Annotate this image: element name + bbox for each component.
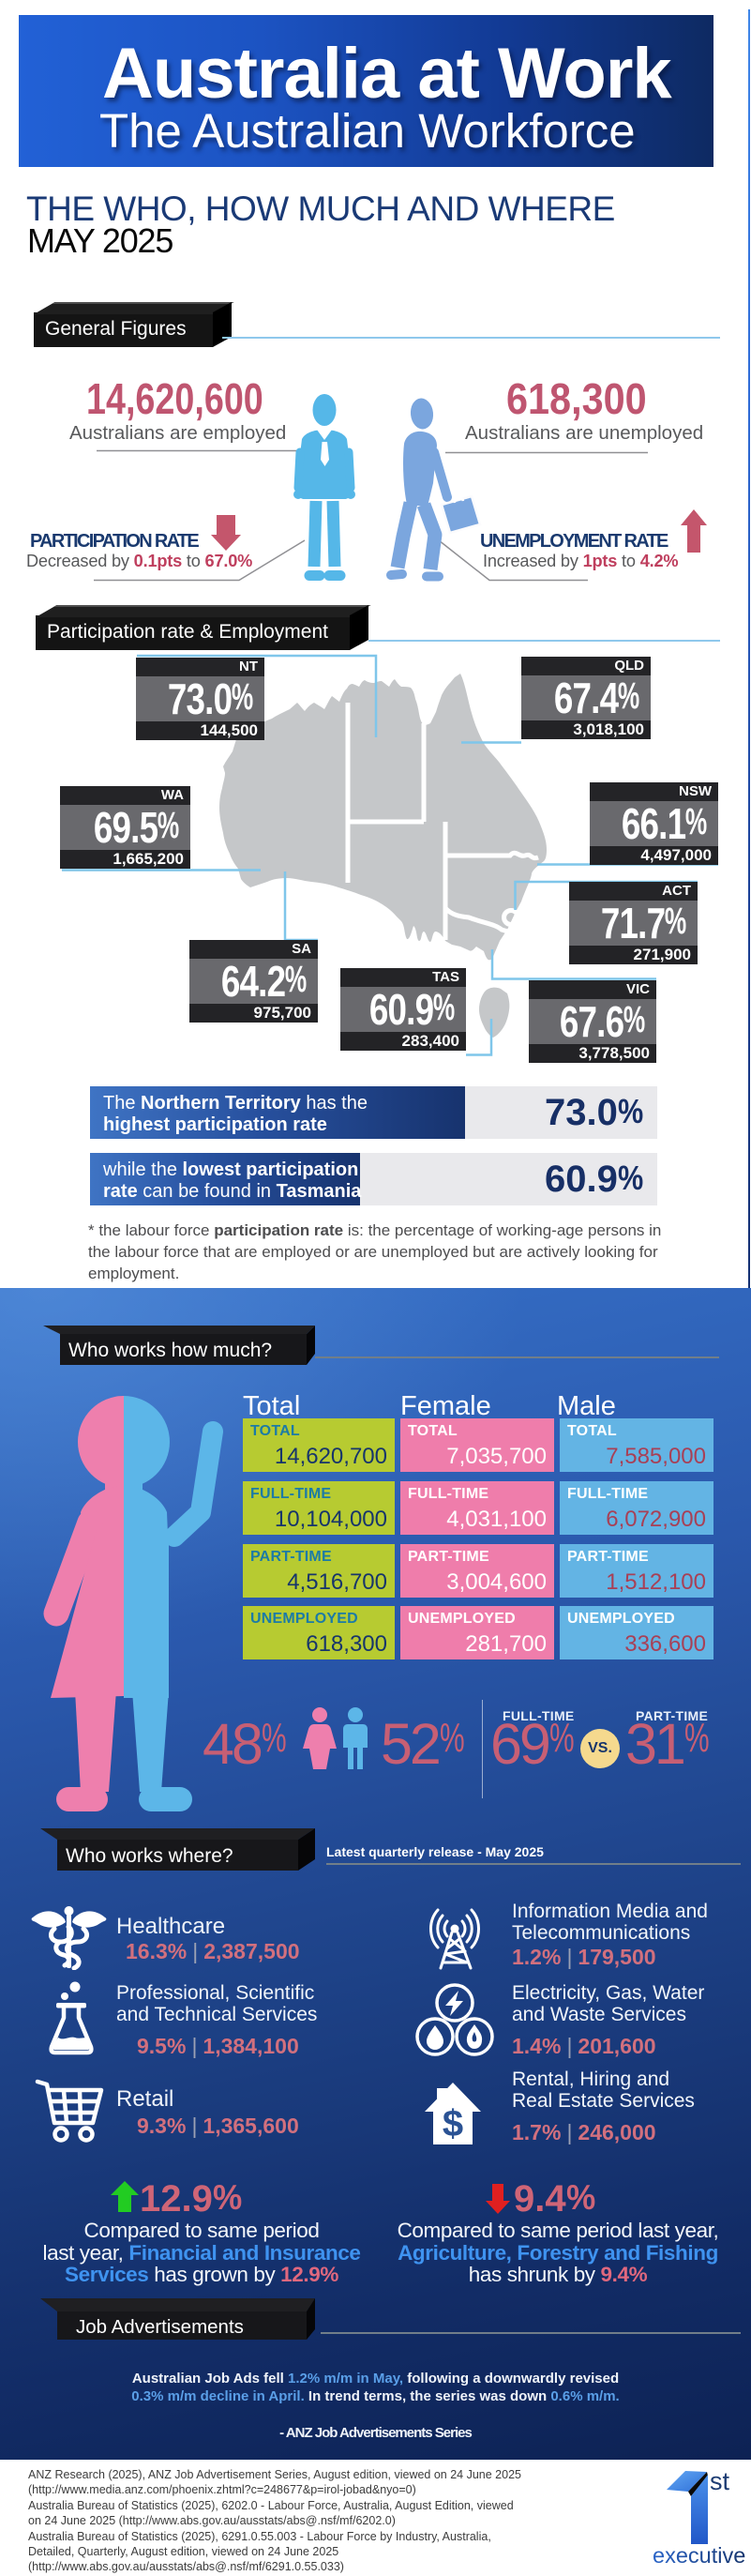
svg-text:st: st (710, 2467, 730, 2495)
svg-text:executive: executive (653, 2543, 745, 2568)
svg-text:Who works how much?: Who works how much? (68, 1340, 272, 1361)
svg-text:Who works where?: Who works where? (66, 1845, 233, 1867)
svg-text:Job Advertisements: Job Advertisements (76, 2316, 244, 2338)
svg-text:$: $ (443, 2103, 463, 2144)
